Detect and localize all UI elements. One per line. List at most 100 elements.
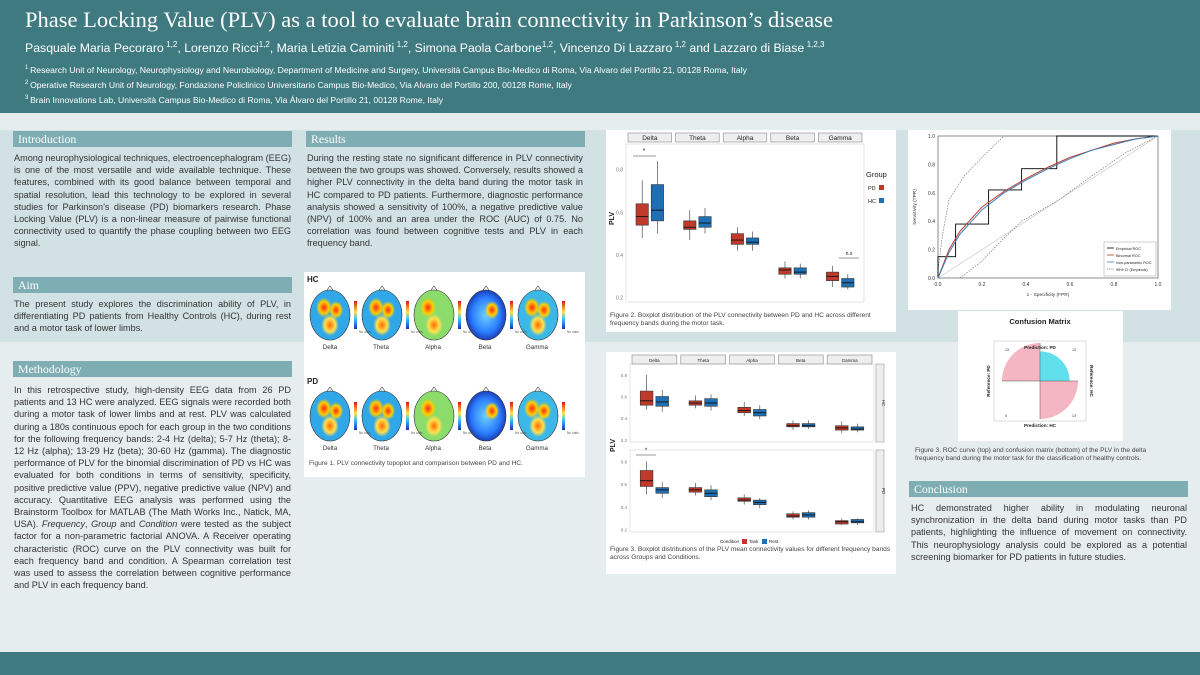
legend-label: Empirical ROC	[1116, 247, 1141, 251]
box-rest	[850, 519, 865, 524]
band-label: Theta	[373, 344, 389, 351]
author-list: Pasquale Maria Pecoraro 1,2, Lorenzo Ric…	[25, 40, 825, 56]
results-heading: Results	[306, 131, 585, 147]
x-tick: 0.6	[1067, 282, 1074, 288]
author: Maria Letizia Caminiti	[276, 41, 395, 56]
author: Pasquale Maria Pecoraro	[25, 41, 164, 56]
author-affil: 1,2,3	[806, 40, 825, 49]
cm-cell-count: 13	[1005, 348, 1009, 352]
box-pd	[730, 233, 744, 245]
figure3-panel: Delta Theta Alpha Beta Gamma 0.2 0.4 0.6 0.8 0.2 0…	[606, 352, 896, 574]
topoplot-nose	[326, 386, 334, 392]
significance-star: *	[643, 148, 646, 155]
box-rest	[850, 426, 865, 431]
x-tick: 1.0	[1155, 282, 1162, 288]
box-pd	[635, 203, 649, 226]
facet-label: Theta	[689, 135, 706, 142]
cm-pred-hc: Prediction: HC	[1024, 423, 1057, 428]
topoplot-activation	[518, 290, 558, 340]
cm-ref-hc: Reference: HC	[1089, 365, 1094, 397]
poster-footer	[0, 652, 1200, 675]
band-label: Beta	[478, 445, 492, 452]
y-tick: 0.2	[928, 248, 935, 254]
topoplot-activation	[362, 290, 402, 340]
affiliation: 3 Brain Innovations Lab, Università Camp…	[25, 95, 444, 105]
colorbar-label: No units	[411, 431, 423, 435]
affiliation: 1 Research Unit of Neurology, Neurophysi…	[25, 65, 747, 75]
colorbar-label: No units	[463, 431, 475, 435]
y-tick: 0.8	[621, 373, 628, 378]
x-tick: 0.8	[1111, 282, 1118, 288]
poster-title: Phase Locking Value (PLV) as a tool to e…	[25, 7, 833, 32]
facet-label: Gamma	[829, 135, 853, 142]
legend-label: HC	[868, 199, 876, 205]
cm-pred-pd: Prediction: PD	[1024, 345, 1056, 350]
y-tick: 0.6	[928, 191, 935, 197]
diagonal-reference	[937, 135, 1159, 279]
box-task	[639, 470, 654, 487]
colorbar	[510, 301, 513, 329]
topoplot-nose	[326, 285, 334, 291]
band-label: Gamma	[525, 344, 548, 351]
facet-label: Alpha	[746, 358, 758, 363]
figure2-boxplot: Delta Theta Alpha Beta Gamma 0.2 0.4 0.6 0.8 PLV G…	[609, 132, 887, 303]
topoplot-nose	[430, 285, 438, 291]
box-hc	[650, 184, 664, 222]
y-tick: 0.2	[616, 296, 623, 302]
band-label: Gamma	[525, 445, 548, 452]
colorbar-label: No units	[463, 330, 475, 334]
colorbar	[562, 402, 565, 430]
band-label: Beta	[478, 344, 492, 351]
figure2-panel: Delta Theta Alpha Beta Gamma 0.2 0.4 0.6 0.8 PLV G…	[606, 130, 896, 332]
x-axis-label: 1 - Specificity (FPR)	[1027, 292, 1070, 298]
aim-text: The present study explores the discrimin…	[14, 299, 291, 334]
topoplot-activation	[414, 290, 454, 340]
cm-cell-br	[1040, 381, 1078, 419]
box-task	[639, 390, 654, 406]
legend-label: Binormal ROC	[1116, 254, 1141, 258]
author: Vincenzo Di Lazzaro	[559, 41, 673, 56]
colorbar	[354, 402, 357, 430]
plot-area	[629, 363, 875, 443]
author-connector: and	[689, 41, 710, 56]
author: Lazzaro di Biase	[713, 41, 805, 56]
confusion-matrix-panel: Confusion Matrix Prediction: PD Prediction…	[958, 311, 1123, 441]
y-tick: 0.4	[621, 505, 628, 510]
facet-strip	[729, 354, 775, 365]
significance-star: *	[645, 448, 648, 454]
row-label-hc: HC	[307, 275, 319, 284]
y-tick: 0.4	[621, 416, 628, 421]
topoplot-activation	[518, 391, 558, 441]
ci-upper	[937, 135, 1158, 271]
colorbar-label: No units	[567, 431, 579, 435]
y-tick: 0.6	[621, 395, 628, 400]
box-rest	[704, 398, 718, 407]
legend-label: Non-parametric ROC	[1116, 261, 1152, 265]
colorbar	[354, 301, 357, 329]
box-pd	[683, 220, 697, 230]
ci-lower	[959, 135, 1159, 279]
conclusion-text: HC demonstrated higher ability in modula…	[911, 503, 1187, 562]
methodology-heading: Methodology	[13, 361, 292, 377]
colorbar-label: No units	[515, 330, 527, 334]
facet-label: Gamma	[842, 358, 859, 363]
box-rest	[655, 396, 669, 407]
y-tick: 0.4	[928, 219, 935, 225]
facet-label: Beta	[796, 358, 806, 363]
box-hc	[746, 237, 760, 245]
box-rest	[801, 423, 816, 428]
confusion-matrix-title: Confusion Matrix	[1009, 317, 1071, 326]
legend-label: Rest	[769, 539, 779, 544]
facet-strip	[722, 132, 768, 143]
roc-line	[937, 135, 1159, 279]
roc-caption: Figure 3. ROC curve (top) and confusion …	[915, 447, 1147, 463]
figure2-caption: Figure 2. Boxplot distribution of the PL…	[610, 312, 871, 328]
box-hc	[698, 216, 712, 228]
legend-swatch	[742, 539, 747, 544]
facet-strip	[778, 354, 824, 365]
topoplot-activation	[310, 391, 350, 441]
box-task	[737, 407, 751, 414]
facet-strip	[818, 132, 863, 143]
legend-title: Group	[866, 170, 887, 179]
legend-swatch	[762, 539, 767, 544]
